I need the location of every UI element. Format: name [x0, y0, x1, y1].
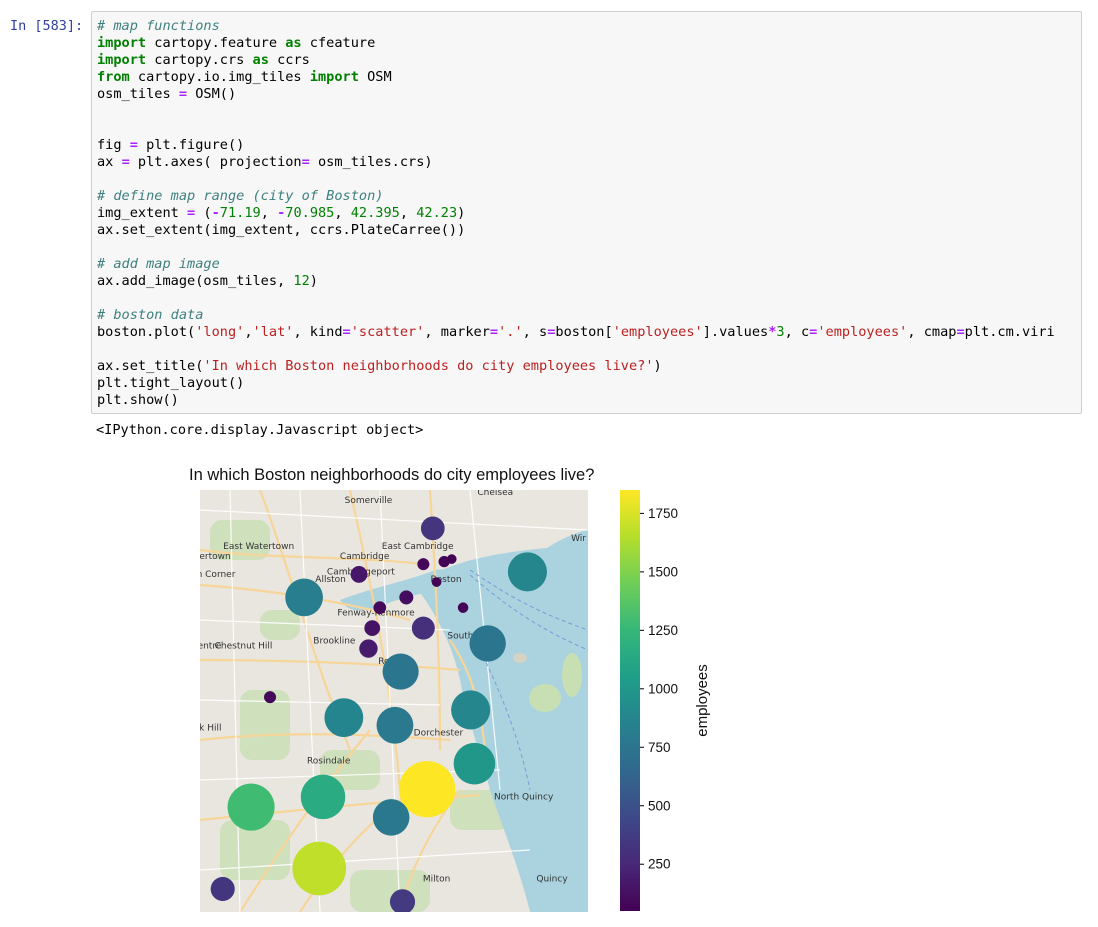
scatter-point	[376, 706, 414, 744]
scatter-point	[324, 698, 364, 738]
code-line: from cartopy.io.img_tiles import OSM	[97, 69, 392, 85]
colorbar-gradient	[620, 490, 640, 911]
scatter-point	[398, 761, 456, 818]
scatter-point	[263, 691, 277, 704]
code-line	[97, 171, 1081, 188]
code-line: import cartopy.crs as ccrs	[97, 52, 310, 68]
code-line	[97, 239, 1081, 256]
map-place-label: on Corner	[200, 570, 236, 580]
scatter-point	[372, 799, 410, 836]
scatter-point	[453, 742, 496, 785]
scatter-point	[507, 552, 547, 592]
scatter-point	[420, 516, 445, 541]
scatter-point	[451, 690, 491, 730]
code-line: import cartopy.feature as cfeature	[97, 35, 376, 51]
scatter-point	[292, 841, 347, 896]
code-line: # boston data	[97, 307, 204, 323]
code-line: boston.plot('long','lat', kind='scatter'…	[97, 324, 1055, 340]
code-line: ax.set_extent(img_extent, ccrs.PlateCarr…	[97, 222, 466, 238]
map-place-label: Cambridge	[340, 552, 390, 562]
map-place-label: North Quincy	[494, 792, 554, 802]
scatter-point	[350, 565, 368, 583]
code-line: ax.add_image(osm_tiles, 12)	[97, 273, 318, 289]
map-place-label: Somerville	[345, 496, 393, 506]
code-line: # define map range (city of Boston)	[97, 188, 384, 204]
map-place-label: East Cambridge	[382, 542, 454, 552]
map-place-label: Boston	[430, 575, 461, 585]
colorbar-tick-label: 1750	[648, 506, 678, 521]
scatter-point	[210, 876, 235, 902]
plot-title: In which Boston neighborhoods do city em…	[189, 466, 595, 484]
scatter-point	[399, 590, 414, 605]
scatter-point	[382, 653, 419, 690]
code-line: plt.tight_layout()	[97, 375, 245, 391]
map-place-label: Allston	[315, 575, 346, 585]
scatter-point	[417, 558, 430, 571]
code-line: plt.show()	[97, 392, 179, 408]
code-line: # add map image	[97, 256, 220, 272]
colorbar-label: employees	[694, 664, 711, 737]
code-line: img_extent = (-71.19, -70.985, 42.395, 4…	[97, 205, 466, 221]
colorbar-tick-label: 1000	[648, 681, 678, 696]
scatter-point	[300, 774, 346, 820]
map-place-label: tertown	[200, 552, 231, 562]
map-place-label: entre	[200, 642, 222, 652]
code-cell[interactable]: # map functions import cartopy.feature as…	[91, 11, 1082, 414]
map-place-label: Chelsea	[477, 490, 513, 498]
code-line: fig = plt.figure()	[97, 137, 245, 153]
code-line: # map functions	[97, 18, 220, 34]
colorbar-tick-label: 1500	[648, 564, 678, 579]
map-place-label: Wir	[571, 534, 586, 544]
map-place-label: Chestnut Hill	[215, 642, 273, 652]
code-line: ax = plt.axes( projection= osm_tiles.crs…	[97, 154, 433, 170]
map-place-label: Dorchester	[414, 729, 464, 739]
colorbar-tick-label: 250	[648, 857, 671, 872]
scatter-point	[227, 783, 275, 831]
map-place-label: Fenway-Kenmore	[337, 608, 415, 618]
output-text: <IPython.core.display.Javascript object>	[96, 422, 424, 438]
code-editor[interactable]: # map functions import cartopy.feature as…	[92, 12, 1081, 409]
scatter-point	[389, 889, 416, 912]
scatter-point	[364, 620, 381, 637]
map-place-label: ak Hill	[200, 723, 222, 733]
map-place-label: Rosindale	[307, 757, 351, 767]
code-line	[97, 341, 1081, 358]
map-place-label: Brookline	[313, 636, 356, 646]
colorbar: 250 500 750 1000 1250 1500 1750 employees	[620, 490, 711, 911]
map-place-label: Milton	[423, 874, 451, 884]
scatter-point	[469, 625, 506, 662]
code-line	[97, 103, 1081, 120]
map-place-label: South B	[447, 631, 482, 641]
code-line	[97, 290, 1081, 307]
scatter-point	[446, 554, 457, 564]
scatter-point	[431, 577, 442, 587]
code-line: osm_tiles = OSM()	[97, 86, 237, 102]
colorbar-tick-label: 500	[648, 798, 671, 813]
map-place-label: Quincy	[536, 874, 568, 884]
map-plot: Somerville Chelsea East Watertown East Camb…	[200, 490, 588, 912]
scatter-point	[457, 602, 469, 613]
scatter-point	[373, 601, 387, 615]
colorbar-tick-label: 1250	[648, 623, 678, 638]
scatter-points	[210, 516, 547, 912]
scatter-point	[285, 578, 323, 617]
map-place-label: East Watertown	[223, 542, 294, 552]
input-prompt: In [583]:	[10, 18, 84, 34]
code-line	[97, 120, 1081, 137]
scatter-point	[359, 639, 378, 658]
colorbar-tick-label: 750	[648, 740, 671, 755]
code-line: ax.set_title('In which Boston neighborho…	[97, 358, 662, 374]
scatter-point	[411, 616, 435, 640]
